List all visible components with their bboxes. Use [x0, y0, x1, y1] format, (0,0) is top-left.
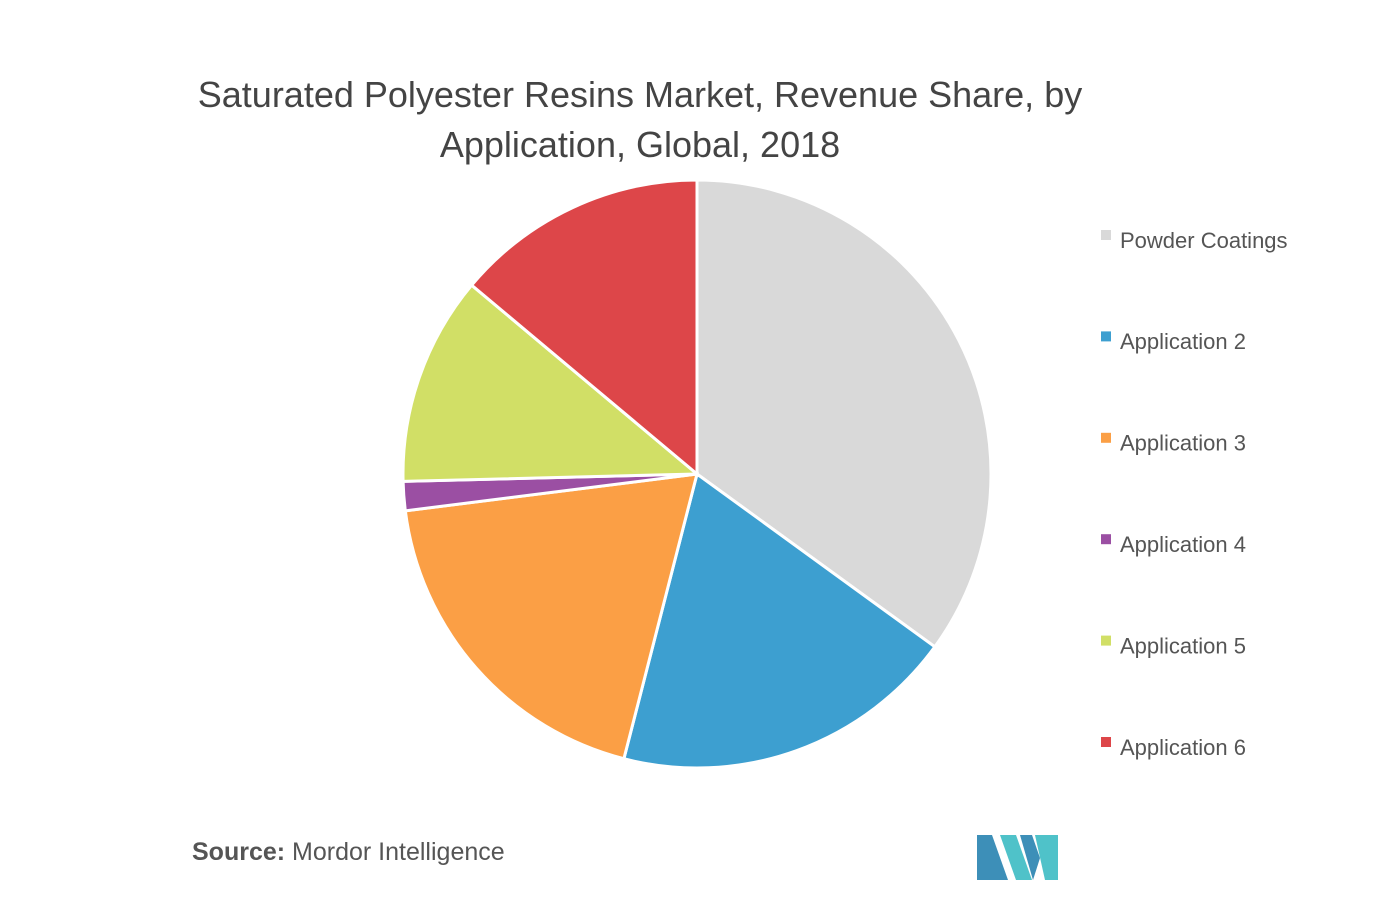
legend-swatch — [1101, 230, 1111, 240]
legend-swatch — [1101, 331, 1111, 342]
legend-label: Powder Coatings — [1120, 228, 1288, 253]
pie-slice — [403, 472, 700, 761]
chart-title: Saturated Polyester Resins Market, Reven… — [197, 74, 1083, 165]
pie-slice — [695, 178, 993, 649]
legend-swatch — [1101, 432, 1111, 443]
legend-swatch — [1101, 737, 1111, 747]
logo — [977, 835, 1058, 880]
legend-label: Application 6 — [1120, 735, 1246, 760]
legend-label: Application 4 — [1120, 532, 1246, 557]
legend-label: Application 5 — [1120, 633, 1246, 658]
source: Source: Mordor Intelligence — [192, 838, 505, 867]
pie-slice — [622, 471, 937, 770]
legend-swatch — [1101, 534, 1111, 545]
legend-swatch — [1101, 635, 1111, 646]
source-text: Mordor Intelligence — [292, 838, 505, 866]
legend-label: Application 2 — [1120, 329, 1246, 354]
pie-slice — [401, 283, 702, 483]
legend-label: Application 3 — [1120, 431, 1246, 456]
source-label: Source: — [192, 838, 286, 866]
pie-slice — [469, 178, 699, 478]
